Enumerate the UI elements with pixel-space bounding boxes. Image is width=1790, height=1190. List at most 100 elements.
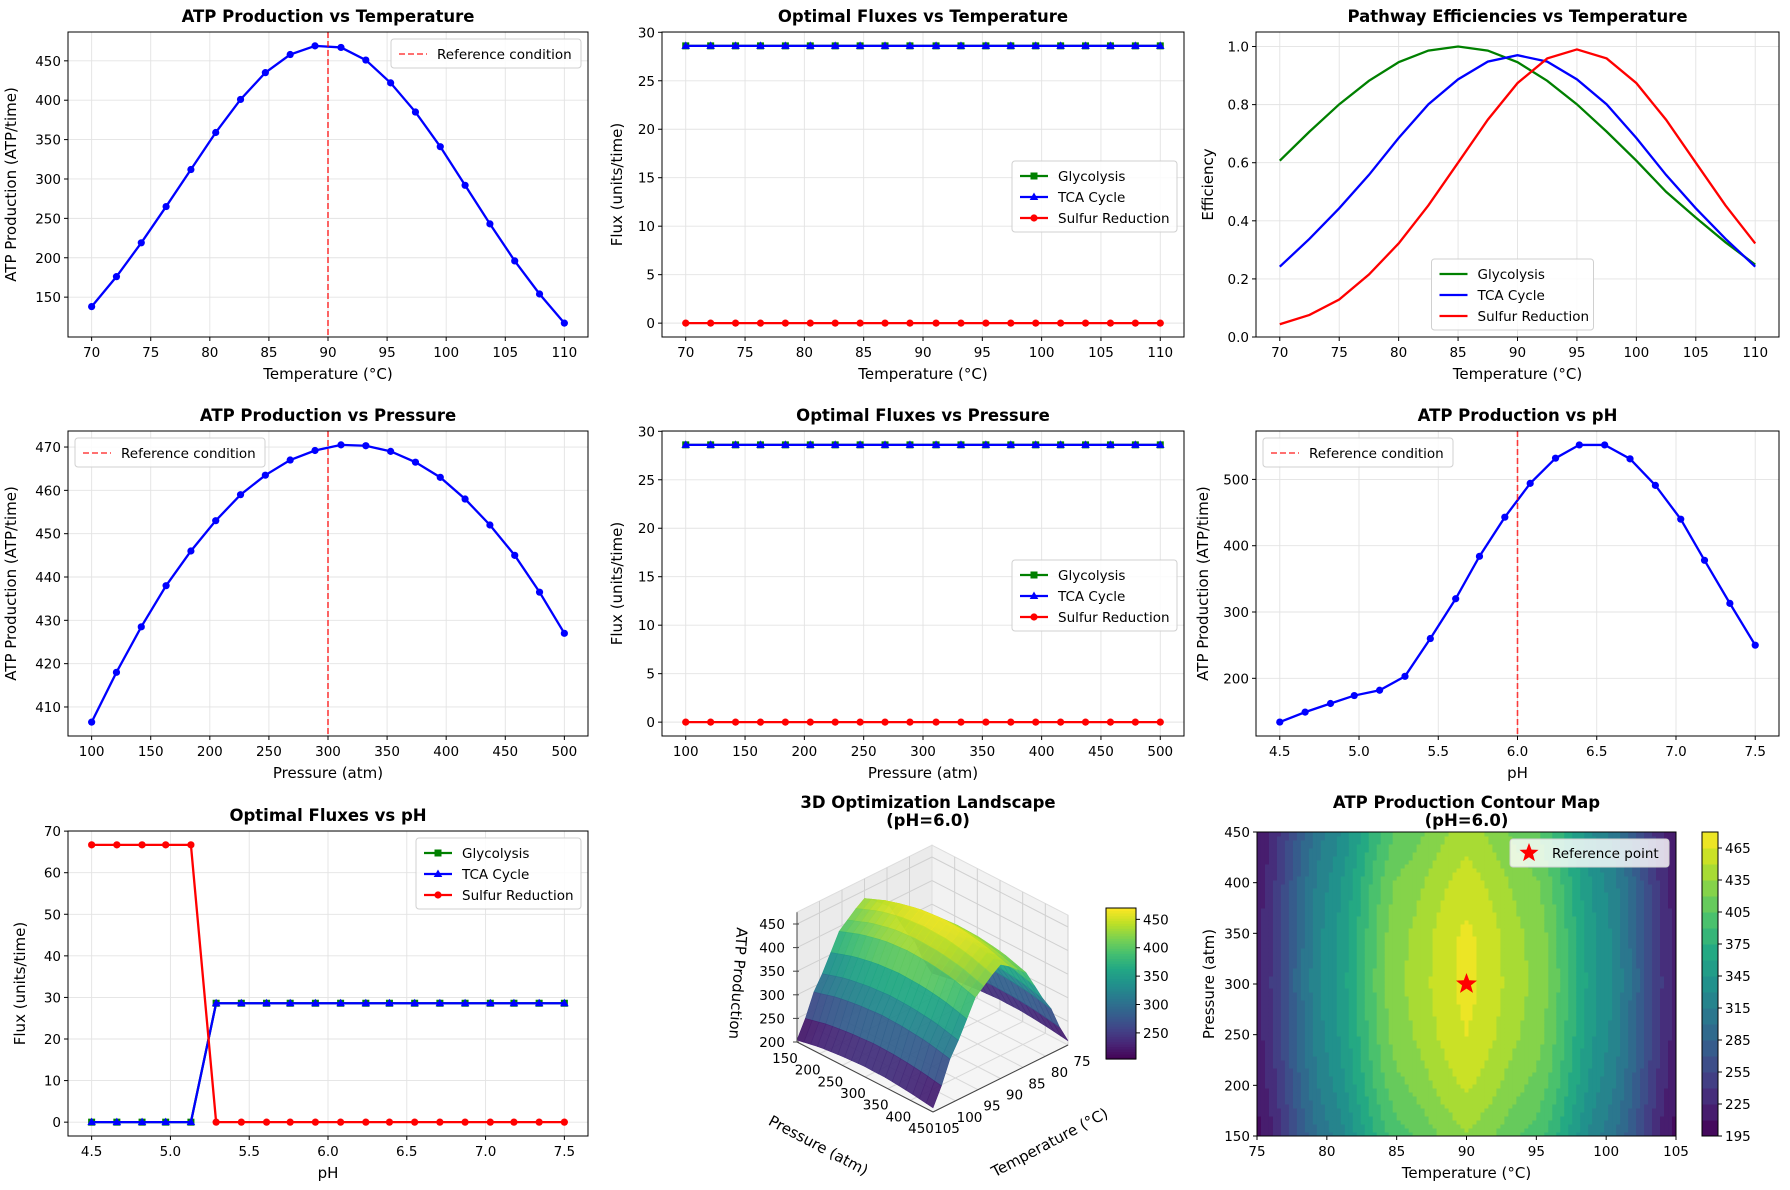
contour-cell (1360, 884, 1366, 889)
contour-cell (1348, 1096, 1354, 1101)
contour-cell (1324, 1008, 1330, 1013)
contour-cell (1376, 1016, 1382, 1021)
contour-cell (1408, 952, 1414, 957)
contour-cell (1260, 912, 1266, 917)
x-tick-label: 6.0 (317, 1144, 338, 1160)
contour-cell (1380, 1068, 1386, 1073)
contour-cell (1300, 916, 1306, 921)
y-axis-label: ATP Production (ATP/time) (1194, 486, 1212, 681)
contour-cell (1428, 1028, 1434, 1033)
z-tick-label: 200 (759, 1035, 785, 1051)
contour-cell (1276, 1044, 1282, 1049)
contour-cell (1356, 1072, 1362, 1077)
contour-cell (1324, 860, 1330, 865)
contour-cell (1396, 984, 1402, 989)
contour-cell (1344, 972, 1350, 977)
contour-cell (1384, 1080, 1390, 1085)
contour-cell (1320, 856, 1326, 861)
contour-cell (1304, 1100, 1310, 1105)
contour-cell (1352, 996, 1358, 1001)
contour-cell (1424, 1056, 1430, 1061)
contour-cell (1320, 1024, 1326, 1029)
contour-cell (1268, 924, 1274, 929)
data-point (311, 446, 319, 455)
contour-cell (1344, 1068, 1350, 1073)
contour-cell (1364, 1016, 1370, 1021)
contour-cell (1368, 892, 1374, 897)
contour-cell (1380, 956, 1386, 961)
contour-cell (1268, 884, 1274, 889)
colorbar-segment (1106, 988, 1136, 992)
contour-cell (1376, 904, 1382, 909)
contour-cell (1332, 1008, 1338, 1013)
contour-cell (1292, 936, 1298, 941)
contour-cell (1416, 1092, 1422, 1097)
data-point (186, 1117, 196, 1126)
contour-cell (1396, 1068, 1402, 1073)
contour-cell (1328, 856, 1334, 861)
contour-cell (1440, 1040, 1446, 1045)
contour-cell (1408, 840, 1414, 845)
contour-cell (1324, 972, 1330, 977)
contour-cell (1257, 1016, 1262, 1021)
contour-cell (1424, 1036, 1430, 1041)
contour-cell (1264, 1000, 1270, 1005)
contour-cell (1380, 900, 1386, 905)
contour-cell (1268, 1060, 1274, 1065)
data-point (1156, 718, 1164, 726)
data-point (162, 202, 170, 211)
contour-cell (1272, 840, 1278, 845)
contour-cell (1432, 1128, 1438, 1133)
data-point (138, 841, 146, 849)
contour-cell (1268, 908, 1274, 913)
contour-cell (1257, 1028, 1262, 1033)
contour-cell (1276, 1084, 1282, 1089)
contour-cell (1364, 880, 1370, 885)
contour-cell (1304, 1004, 1310, 1009)
contour-cell (1408, 1108, 1414, 1113)
contour-cell (1436, 928, 1442, 933)
contour-cell (1264, 892, 1270, 897)
contour-cell (1384, 928, 1390, 933)
contour-cell (1257, 900, 1262, 905)
contour-cell (1424, 1028, 1430, 1033)
contour-cell (1384, 1072, 1390, 1077)
contour-cell (1276, 840, 1282, 845)
contour-cell (1436, 1096, 1442, 1101)
contour-cell (1436, 1008, 1442, 1013)
colorbar-segment (1106, 953, 1136, 957)
contour-cell (1452, 904, 1458, 909)
contour-cell (1344, 980, 1350, 985)
contour-cell (1420, 852, 1426, 857)
contour-cell (1348, 1012, 1354, 1017)
contour-cell (1420, 928, 1426, 933)
contour-cell (1276, 1124, 1282, 1129)
colorbar-segment (1106, 930, 1136, 934)
contour-cell (1280, 972, 1286, 977)
contour-cell (1296, 872, 1302, 877)
contour-cell (1300, 1112, 1306, 1117)
contour-cell (1408, 948, 1414, 953)
contour-cell (1268, 1116, 1274, 1121)
contour-cell (1368, 1028, 1374, 1033)
contour-cell (1400, 976, 1406, 981)
contour-cell (1272, 888, 1278, 893)
colorbar-segment (1106, 1048, 1136, 1053)
contour-cell (1340, 1092, 1346, 1097)
contour-cell (1384, 868, 1390, 873)
contour-cell (1392, 1032, 1398, 1037)
contour-cell (1404, 1020, 1410, 1025)
contour-cell (1380, 920, 1386, 925)
contour-cell (1412, 1116, 1418, 1121)
contour-cell (1292, 1096, 1298, 1101)
data-point (981, 440, 991, 448)
contour-cell (1292, 1080, 1298, 1085)
contour-cell (1364, 1044, 1370, 1049)
contour-cell (1428, 1132, 1434, 1137)
contour-cell (1268, 1128, 1274, 1133)
contour-cell (1380, 836, 1386, 841)
contour-cell (1404, 952, 1410, 957)
contour-cell (1372, 1004, 1378, 1009)
contour-cell (1380, 992, 1386, 997)
contour-cell (1440, 984, 1446, 989)
